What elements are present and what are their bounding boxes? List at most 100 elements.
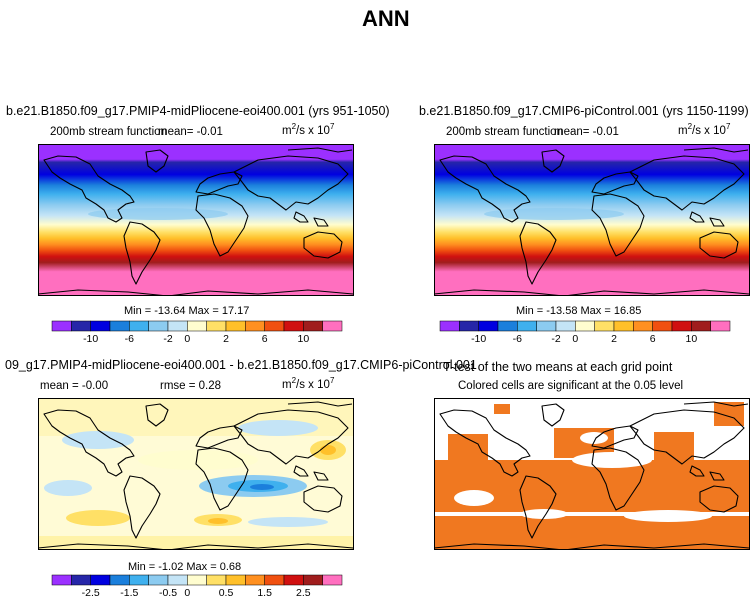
colorbar-box bbox=[225, 320, 246, 332]
panel1-units: m2/s x 107 bbox=[282, 122, 335, 137]
colorbar-tick-label: -6 bbox=[124, 333, 134, 345]
colorbar-box bbox=[109, 574, 130, 586]
colorbar-box bbox=[478, 320, 499, 332]
colorbar-box bbox=[245, 574, 265, 586]
colorbar-box bbox=[517, 320, 537, 332]
colorbar-box bbox=[71, 574, 91, 586]
colorbar-box bbox=[671, 320, 692, 332]
colorbar-tick-label: 1.5 bbox=[257, 587, 272, 599]
colorbar-box bbox=[613, 320, 634, 332]
colorbar-tick-label: 6 bbox=[649, 333, 656, 345]
panel1-map bbox=[38, 144, 354, 296]
colorbar-box bbox=[148, 574, 169, 586]
colorbar-tick-label: 0 bbox=[572, 333, 579, 345]
panel3-map bbox=[38, 398, 354, 550]
colorbar-box bbox=[594, 320, 615, 332]
colorbar-box bbox=[459, 320, 479, 332]
panel4-subtitle: Colored cells are significant at the 0.0… bbox=[458, 380, 684, 392]
colorbar-box bbox=[148, 320, 169, 332]
panel1-colorbar bbox=[51, 320, 343, 332]
panel4-frame bbox=[434, 398, 750, 550]
colorbar-box bbox=[536, 320, 557, 332]
panel1-frame bbox=[38, 144, 354, 296]
colorbar-tick-label: -10 bbox=[83, 333, 99, 345]
panel1-field bbox=[38, 144, 354, 296]
colorbar-tick-label: -2 bbox=[551, 333, 561, 345]
panel2-variable: 200mb stream function bbox=[446, 126, 563, 138]
panel2-colorbar-labels: -10 -6 -2 0 2 6 10 bbox=[440, 333, 730, 347]
colorbar-box bbox=[225, 574, 246, 586]
colorbar-box bbox=[264, 574, 285, 586]
colorbar-box bbox=[71, 320, 91, 332]
panel2-mean: mean= -0.01 bbox=[554, 126, 619, 138]
colorbar-tick-label: 0 bbox=[184, 333, 191, 345]
panel3-title: 09_g17.PMIP4-midPliocene-eoi400.001 - b.… bbox=[5, 358, 477, 372]
colorbar-box bbox=[51, 320, 72, 332]
panel2-units: m2/s x 107 bbox=[678, 122, 731, 137]
colorbar-tick-label: 2 bbox=[223, 333, 229, 345]
colorbar-box bbox=[555, 320, 576, 332]
colorbar-tick-label: 2.5 bbox=[296, 587, 311, 599]
colorbar-tick-label: -0.5 bbox=[158, 587, 178, 599]
colorbar-box bbox=[322, 574, 343, 586]
panel1-blue-anomaly bbox=[88, 208, 228, 220]
colorbar-box bbox=[206, 574, 227, 586]
colorbar-box bbox=[710, 320, 731, 332]
panel3-mean: mean = -0.00 bbox=[40, 380, 109, 392]
colorbar-box bbox=[167, 320, 188, 332]
colorbar-tick-label: -1.5 bbox=[120, 587, 139, 599]
colorbar-tick-label: 0 bbox=[184, 587, 191, 599]
colorbar-box bbox=[90, 320, 111, 332]
colorbar-box bbox=[187, 574, 207, 586]
panel3-minmax: Min = -1.02 Max = 0.68 bbox=[128, 561, 242, 573]
colorbar-box bbox=[129, 574, 149, 586]
colorbar-box bbox=[245, 320, 265, 332]
panel4-map bbox=[434, 398, 750, 550]
colorbar-tick-label: -6 bbox=[512, 333, 522, 345]
panel3-units: m2/s x 107 bbox=[282, 376, 335, 391]
panel1-variable: 200mb stream function bbox=[50, 126, 167, 138]
panel3-colorbar bbox=[51, 574, 343, 586]
panel3-colorbar-labels: -2.5 -1.5 -0.5 0 0.5 1.5 2.5 bbox=[52, 587, 342, 600]
colorbar-box bbox=[322, 320, 343, 332]
colorbar-tick-label: 6 bbox=[261, 333, 268, 345]
panel2-field bbox=[434, 144, 750, 296]
panel2-blue-anomaly bbox=[484, 208, 624, 220]
colorbar-box bbox=[283, 574, 304, 586]
colorbar-box bbox=[691, 320, 711, 332]
colorbar-box bbox=[129, 320, 149, 332]
colorbar-box bbox=[303, 320, 323, 332]
colorbar-box bbox=[167, 574, 188, 586]
colorbar-tick-label: -2 bbox=[163, 333, 173, 345]
colorbar-box bbox=[264, 320, 285, 332]
panel2-colorbar bbox=[439, 320, 731, 332]
panel1-mean: mean= -0.01 bbox=[158, 126, 223, 138]
colorbar-box bbox=[303, 574, 323, 586]
colorbar-box bbox=[283, 320, 304, 332]
panel1-minmax: Min = -13.64 Max = 17.17 bbox=[124, 305, 250, 317]
colorbar-tick-label: -10 bbox=[471, 333, 487, 345]
colorbar-tick-label: 10 bbox=[685, 333, 698, 345]
colorbar-tick-label: 0.5 bbox=[218, 587, 234, 599]
panel1-colorbar-labels: -10 -6 -2 0 2 6 10 bbox=[52, 333, 342, 347]
panel1-title: b.e21.B1850.f09_g17.PMIP4-midPliocene-eo… bbox=[6, 104, 390, 118]
colorbar-box bbox=[90, 574, 111, 586]
colorbar-box bbox=[206, 320, 227, 332]
panel2-title: b.e21.B1850.f09_g17.CMIP6-piControl.001 … bbox=[419, 104, 749, 118]
panel2-map bbox=[434, 144, 750, 296]
colorbar-tick-label: -2.5 bbox=[81, 587, 100, 599]
colorbar-box bbox=[51, 574, 72, 586]
panel3-frame bbox=[38, 398, 354, 550]
colorbar-box bbox=[109, 320, 130, 332]
colorbar-box bbox=[575, 320, 595, 332]
colorbar-tick-label: 10 bbox=[297, 333, 310, 345]
colorbar-box bbox=[439, 320, 460, 332]
colorbar-tick-label: 2 bbox=[611, 333, 617, 345]
colorbar-box bbox=[497, 320, 518, 332]
figure-title: ANN bbox=[362, 6, 410, 31]
colorbar-box bbox=[187, 320, 207, 332]
colorbar-box bbox=[633, 320, 653, 332]
colorbar-box bbox=[652, 320, 673, 332]
panel2-frame bbox=[434, 144, 750, 296]
panel3-rmse: rmse = 0.28 bbox=[160, 380, 222, 392]
